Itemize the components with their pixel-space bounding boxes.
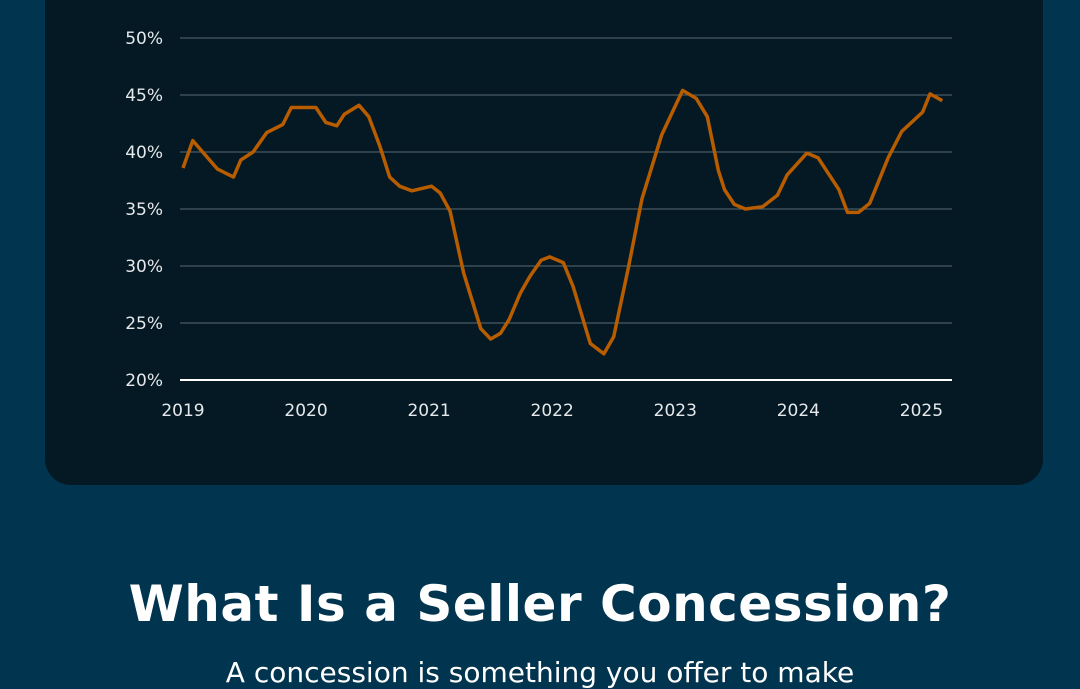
x-tick-label: 2022: [531, 401, 574, 421]
x-tick-label: 2025: [900, 401, 943, 421]
chart-card: [45, 0, 1043, 485]
y-tick-label: 45%: [125, 86, 163, 106]
y-tick-label: 50%: [125, 29, 163, 49]
series-line: [181, 88, 944, 356]
x-tick-label: 2019: [161, 401, 204, 421]
x-tick-label: 2021: [407, 401, 450, 421]
line-chart: 20% 25% 30% 35% 40% 45% 50% 2019 2020 2021 2022 202…: [125, 29, 952, 421]
y-tick-label: 30%: [125, 257, 163, 277]
x-tick-label: 2024: [777, 401, 820, 421]
section-heading: What Is a Seller Concession?: [128, 575, 952, 633]
x-tick-label: 2023: [654, 401, 697, 421]
y-tick-label: 40%: [125, 143, 163, 163]
x-tick-label: 2020: [284, 401, 327, 421]
y-tick-label: 20%: [125, 371, 163, 391]
section-subtext: A concession is something you offer to m…: [225, 656, 855, 689]
y-tick-label: 25%: [125, 314, 163, 334]
y-tick-label: 35%: [125, 200, 163, 220]
